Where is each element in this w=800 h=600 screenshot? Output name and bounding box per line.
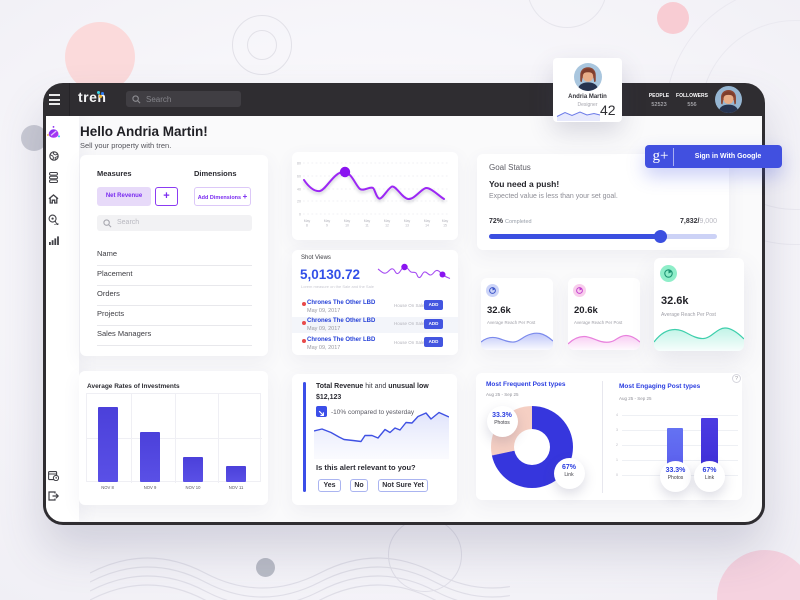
svg-text:8: 8	[306, 224, 308, 228]
svg-text:May: May	[364, 219, 371, 223]
svg-text:20: 20	[297, 200, 301, 204]
svg-text:May: May	[442, 219, 449, 223]
svg-text:80: 80	[297, 162, 301, 166]
svg-text:May: May	[404, 219, 411, 223]
svg-text:May: May	[324, 219, 331, 223]
svg-text:10: 10	[345, 224, 349, 228]
svg-text:14: 14	[425, 224, 429, 228]
svg-text:60: 60	[297, 175, 301, 179]
svg-text:11: 11	[365, 224, 369, 228]
svg-text:May: May	[304, 219, 311, 223]
svg-text:9: 9	[326, 224, 328, 228]
svg-text:12: 12	[385, 224, 389, 228]
svg-text:May: May	[384, 219, 391, 223]
svg-text:May: May	[344, 219, 351, 223]
svg-text:15: 15	[443, 224, 447, 228]
svg-text:May: May	[424, 219, 431, 223]
svg-text:40: 40	[297, 188, 301, 192]
svg-text:13: 13	[405, 224, 409, 228]
svg-text:0: 0	[299, 213, 301, 217]
